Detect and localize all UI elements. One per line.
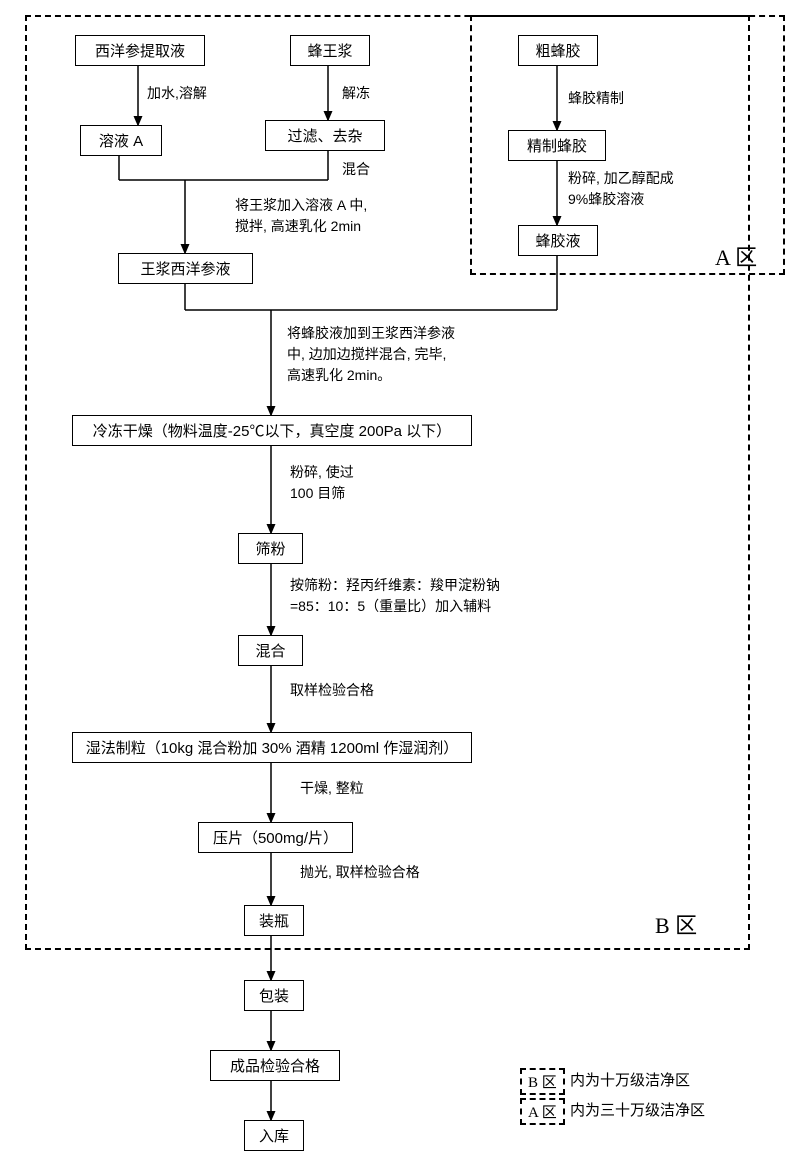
box-storage: 入库: [244, 1120, 304, 1151]
box-final-inspection: 成品检验合格: [210, 1050, 340, 1081]
label-mix-ratio: 按筛粉：羟丙纤维素：羧甲淀粉钠 =85：10：5（重量比）加入辅料: [290, 575, 500, 617]
label-add-jelly: 将王浆加入溶液 A 中, 搅拌, 高速乳化 2min: [235, 195, 367, 237]
legend-a-zone-text: 内为三十万级洁净区: [570, 1100, 705, 1123]
label-grind-sieve: 粉碎, 使过 100 目筛: [290, 462, 354, 504]
box-packaging: 包装: [244, 980, 304, 1011]
zone-a-label: A 区: [715, 240, 757, 272]
box-bottling: 装瓶: [244, 905, 304, 936]
box-jelly-ginseng-liquid: 王浆西洋参液: [118, 253, 253, 284]
legend-b-zone-box: B 区: [520, 1068, 565, 1095]
box-freeze-dry: 冷冻干燥（物料温度-25℃以下，真空度 200Pa 以下）: [72, 415, 472, 446]
label-thaw: 解冻: [342, 83, 370, 104]
box-royal-jelly: 蜂王浆: [290, 35, 370, 66]
label-polish-test: 抛光, 取样检验合格: [300, 862, 420, 883]
label-add-water: 加水,溶解: [147, 83, 207, 104]
box-ginseng-extract: 西洋参提取液: [75, 35, 205, 66]
label-mix1: 混合: [342, 159, 370, 180]
label-grind-ethanol: 粉碎, 加乙醇配成 9%蜂胶溶液: [568, 168, 674, 210]
box-solution-a: 溶液 A: [80, 125, 162, 156]
legend-b-zone-text: 内为十万级洁净区: [570, 1070, 690, 1093]
box-wet-granulation: 湿法制粒（10kg 混合粉加 30% 酒精 1200ml 作湿润剂）: [72, 732, 472, 763]
box-crude-propolis: 粗蜂胶: [518, 35, 598, 66]
box-filter-remove: 过滤、去杂: [265, 120, 385, 151]
label-sample-test1: 取样检验合格: [290, 680, 374, 701]
box-sieve-powder: 筛粉: [238, 533, 303, 564]
box-tablet-press: 压片（500mg/片）: [198, 822, 353, 853]
box-refined-propolis: 精制蜂胶: [508, 130, 606, 161]
label-dry-granulate: 干燥, 整粒: [300, 778, 364, 799]
label-refine-propolis: 蜂胶精制: [568, 88, 624, 109]
zone-b-label: B 区: [655, 908, 697, 940]
box-mix: 混合: [238, 635, 303, 666]
box-propolis-liquid: 蜂胶液: [518, 225, 598, 256]
label-add-propolis-liquid: 将蜂胶液加到王浆西洋参液 中, 边加边搅拌混合, 完毕, 高速乳化 2min。: [287, 323, 455, 386]
legend-a-zone-box: A 区: [520, 1098, 565, 1125]
